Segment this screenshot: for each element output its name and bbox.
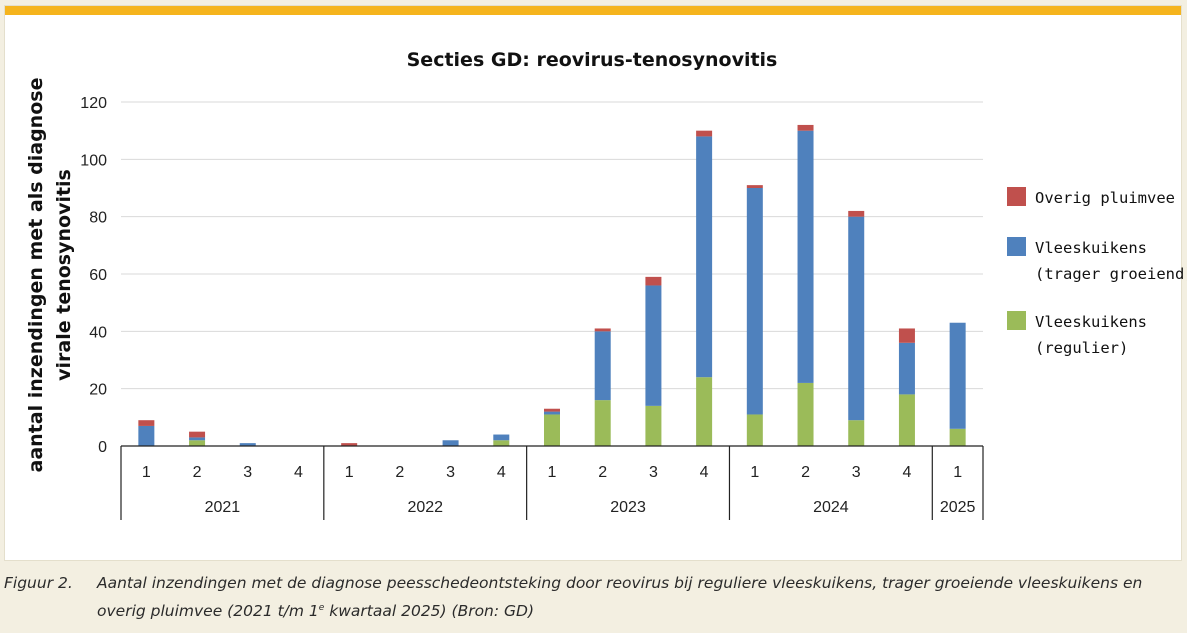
y-tick-label: 40 (89, 324, 107, 341)
quarter-label: 2 (193, 464, 202, 481)
year-label: 2021 (205, 499, 241, 516)
gridlines (121, 101, 983, 390)
bar-segment-1 (696, 377, 713, 446)
bar-segment-1 (797, 382, 814, 446)
quarter-label: 3 (243, 464, 252, 481)
figure-frame (4, 5, 1182, 561)
quarter-label: 1 (953, 464, 962, 481)
bar-segment-2 (189, 437, 206, 441)
quarter-label: 1 (750, 464, 759, 481)
bar-segment-1 (645, 405, 662, 446)
stacked-bar-chart: Secties GD: reovirus-tenosynovitis aanta… (25, 49, 1187, 520)
bar-segment-3 (544, 408, 560, 412)
quarter-label: 4 (902, 464, 911, 481)
bar-segment-2 (493, 434, 510, 441)
bar-segment-2 (239, 443, 256, 446)
quarter-label: 3 (649, 464, 658, 481)
legend-label: Overig pluimvee (1035, 189, 1175, 207)
y-axis-title: aantal inzendingen met als diagnose vira… (25, 78, 75, 473)
bar-segment-1 (746, 414, 763, 446)
bar-segment-1 (493, 440, 510, 446)
y-tick-label: 20 (89, 382, 107, 399)
bar-segment-2 (442, 440, 459, 446)
bar-segment-2 (138, 425, 155, 446)
x-axis: 1 2 3 4 1 2 3 4 1 2 3 4 1 2 3 4 1 2021 2022 2023 2024 2025 (120, 445, 984, 520)
y-axis-title-line1: aantal inzendingen met als diagnose (25, 78, 47, 473)
bar-segment-3 (898, 328, 915, 343)
bar-segment-2 (594, 331, 611, 401)
bar-segment-3 (746, 185, 763, 188)
y-tick-label: 60 (89, 267, 107, 284)
bar-segment-3 (645, 276, 662, 286)
bars (138, 124, 966, 446)
bar-segment-2 (696, 136, 713, 378)
bar-segment-2 (898, 342, 915, 395)
bar-segment-2 (797, 130, 814, 383)
quarter-label: 1 (548, 464, 557, 481)
quarter-label: 4 (294, 464, 303, 481)
bar-segment-1 (949, 428, 966, 446)
bar-segment-2 (544, 411, 560, 415)
bar-segment-3 (848, 210, 865, 217)
bar-segment-3 (594, 328, 611, 332)
caption-superscript: e (318, 603, 325, 613)
y-tick-label: 100 (80, 152, 107, 169)
bar-segment-3 (138, 420, 155, 426)
bar-segment-3 (189, 431, 206, 438)
quarter-label: 2 (598, 464, 607, 481)
quarter-label: 3 (852, 464, 861, 481)
bar-segment-3 (696, 130, 713, 137)
year-label: 2024 (813, 499, 849, 516)
legend-swatch (1007, 311, 1026, 330)
legend-label: Vleeskuikens (1035, 313, 1147, 331)
y-tick-label: 120 (80, 95, 107, 112)
legend-swatch (1007, 237, 1026, 256)
bar-segment-1 (189, 440, 206, 446)
year-label: 2022 (407, 499, 443, 516)
bar-segment-1 (594, 400, 611, 446)
year-label: 2023 (610, 499, 646, 516)
bar-segment-2 (746, 188, 763, 415)
y-tick-label: 80 (89, 210, 107, 227)
quarter-label: 2 (395, 464, 404, 481)
quarter-label: 1 (345, 464, 354, 481)
caption-figure-label: Figuur 2. (4, 574, 73, 592)
year-label: 2025 (940, 499, 976, 516)
bar-segment-2 (949, 322, 966, 429)
caption-text: Aantal inzendingen met de diagnose peess… (97, 571, 1187, 624)
legend: Overig pluimvee Vleeskuikens (trager groei… (1007, 187, 1187, 357)
caption-text-main: Aantal inzendingen met de diagnose peess… (97, 574, 1143, 620)
chart-title: Secties GD: reovirus-tenosynovitis (407, 49, 778, 71)
bar-segment-2 (645, 285, 662, 406)
quarter-label: 1 (142, 464, 151, 481)
bar-segment-1 (848, 420, 865, 446)
bar-segment-2 (848, 216, 865, 421)
caption-text-end: kwartaal 2025) (Bron: GD) (324, 602, 535, 620)
legend-label: (regulier) (1035, 339, 1128, 357)
bar-segment-3 (341, 443, 358, 446)
bar-segment-1 (898, 394, 915, 446)
legend-label: Vleeskuikens (1035, 239, 1147, 257)
bar-segment-1 (544, 414, 560, 446)
accent-bar (5, 6, 1181, 15)
y-axis-title-line2: virale tenosynovitis (53, 169, 75, 381)
quarter-label: 2 (801, 464, 810, 481)
y-tick-label: 0 (98, 439, 107, 456)
quarter-label: 3 (446, 464, 455, 481)
legend-swatch (1007, 187, 1026, 206)
quarter-label: 4 (700, 464, 709, 481)
legend-label: (trager groeiend) (1035, 265, 1187, 283)
y-tick-labels: 0 20 40 60 80 100 120 (80, 95, 107, 456)
bar-segment-3 (797, 124, 814, 131)
quarter-label: 4 (497, 464, 506, 481)
